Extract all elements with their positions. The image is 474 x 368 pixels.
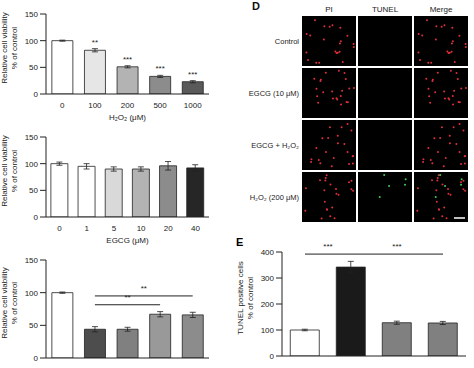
- html-text:% of control: % of control: [246, 276, 255, 320]
- svg-text:TUNEL: TUNEL: [372, 5, 399, 14]
- html-text:Relative cell viability: Relative cell viability: [0, 12, 9, 84]
- svg-text:H₂O₂ (μM): H₂O₂ (μM): [109, 113, 146, 122]
- svg-text:***: ***: [392, 242, 401, 251]
- svg-text:PI: PI: [325, 5, 333, 14]
- svg-text:200: 200: [121, 101, 135, 110]
- svg-text:5: 5: [112, 224, 117, 233]
- svg-text:0: 0: [34, 90, 39, 99]
- svg-text:***: ***: [123, 55, 132, 64]
- svg-text:0: 0: [34, 213, 39, 222]
- svg-text:100: 100: [25, 160, 39, 169]
- svg-text:50: 50: [29, 321, 38, 330]
- svg-text:***: ***: [155, 64, 164, 73]
- svg-text:**: **: [92, 38, 98, 47]
- svg-text:***: ***: [188, 70, 197, 79]
- svg-text:D: D: [252, 0, 260, 12]
- svg-text:100: 100: [25, 289, 39, 298]
- svg-text:100: 100: [88, 101, 102, 110]
- svg-text:150: 150: [25, 256, 39, 265]
- svg-text:150: 150: [25, 10, 39, 19]
- svg-text:0: 0: [60, 101, 65, 110]
- html-text:% of control: % of control: [10, 149, 19, 193]
- svg-text:10: 10: [137, 224, 146, 233]
- svg-text:200: 200: [261, 300, 275, 309]
- svg-text:100: 100: [261, 326, 275, 335]
- html-text:Relative cell viability: Relative cell viability: [0, 135, 9, 207]
- svg-text:300: 300: [261, 274, 275, 283]
- svg-text:H₂O₂ (200 μM): H₂O₂ (200 μM): [250, 193, 300, 202]
- svg-text:150: 150: [25, 133, 39, 142]
- svg-text:Control: Control: [275, 37, 300, 46]
- svg-text:EGCG (μM): EGCG (μM): [106, 236, 149, 245]
- svg-text:EGCG + H₂O₂: EGCG + H₂O₂: [251, 141, 299, 150]
- svg-text:1000: 1000: [184, 101, 202, 110]
- svg-text:100: 100: [25, 37, 39, 46]
- html-text:E: E: [236, 236, 244, 248]
- html-text:TUNEL positive cells: TUNEL positive cells: [236, 261, 245, 335]
- svg-text:EGCG (10 μM): EGCG (10 μM): [249, 89, 300, 98]
- html-text:% of control: % of control: [10, 281, 19, 325]
- svg-text:**: **: [124, 293, 130, 302]
- svg-text:400: 400: [261, 248, 275, 257]
- svg-text:1: 1: [85, 224, 90, 233]
- svg-text:***: ***: [323, 242, 332, 251]
- html-text:Relative cell viability: Relative cell viability: [0, 267, 9, 339]
- svg-text:40: 40: [191, 224, 200, 233]
- svg-text:**: **: [141, 284, 147, 293]
- svg-text:50: 50: [29, 63, 38, 72]
- svg-text:20: 20: [164, 224, 173, 233]
- svg-text:500: 500: [153, 101, 167, 110]
- html-text:% of control: % of control: [10, 26, 19, 70]
- svg-text:Merge: Merge: [430, 5, 453, 14]
- svg-text:0: 0: [270, 352, 275, 361]
- svg-text:0: 0: [57, 224, 62, 233]
- svg-text:0: 0: [34, 354, 39, 363]
- svg-text:50: 50: [29, 186, 38, 195]
